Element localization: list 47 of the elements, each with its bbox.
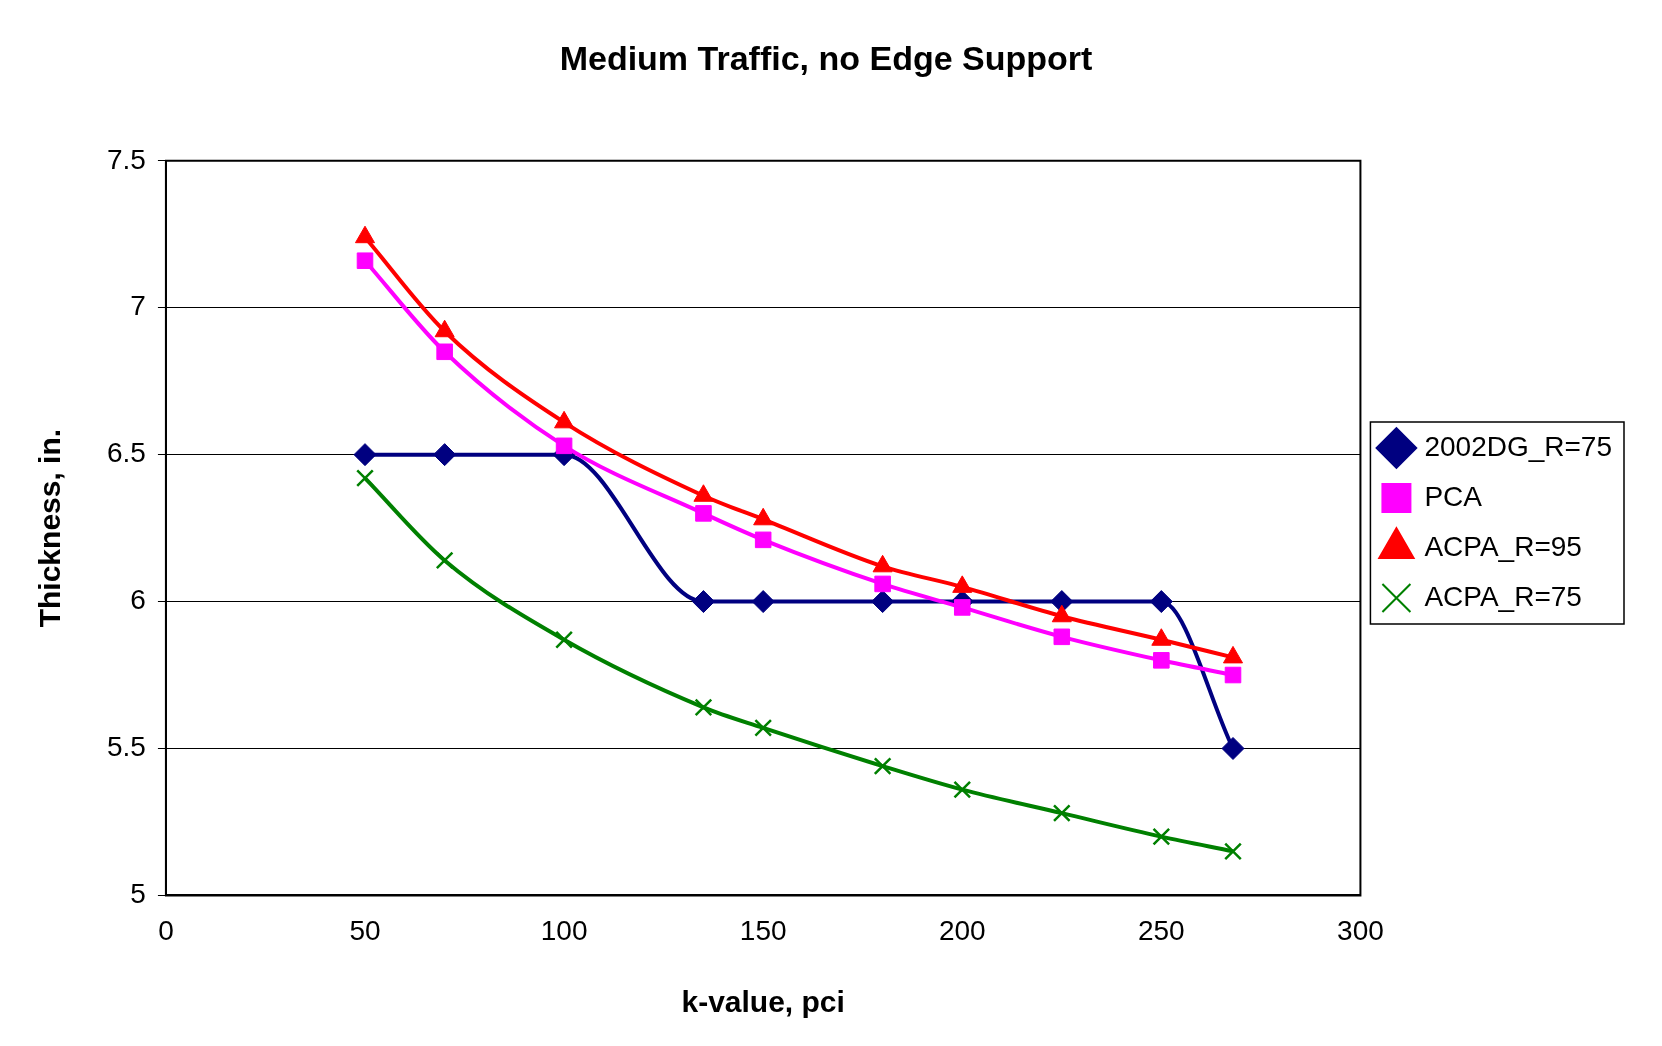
legend-label: 2002DG_R=75: [1424, 430, 1612, 462]
y-tick-label: 6.5: [106, 437, 146, 469]
point: [1053, 628, 1071, 646]
chart-title: Medium Traffic, no Edge Support: [559, 38, 1093, 77]
point: [1224, 666, 1242, 684]
x-tick-label: 300: [1337, 914, 1384, 946]
point: [691, 590, 715, 614]
point: [694, 698, 713, 717]
x-tick-label: 100: [540, 914, 588, 946]
point: [1153, 652, 1170, 669]
point: [555, 630, 574, 649]
point: [754, 718, 773, 737]
point: [1152, 827, 1171, 846]
y-tick-label: 5: [130, 878, 146, 910]
point: [871, 590, 895, 614]
y-axis-title: Thickness, in.: [33, 428, 67, 628]
point: [433, 443, 457, 467]
point: [356, 252, 374, 269]
point: [751, 590, 775, 614]
point: [436, 343, 453, 361]
point: [873, 757, 892, 776]
point: [1052, 804, 1071, 823]
point: [353, 443, 377, 467]
legend-label: ACPA_R=95: [1424, 530, 1582, 562]
x-axis-title: k-value, pci: [681, 985, 845, 1019]
point: [1149, 590, 1173, 614]
point: [695, 505, 712, 522]
point: [953, 780, 972, 799]
x-tick-label: 250: [1137, 914, 1185, 946]
point: [1223, 842, 1243, 861]
point: [754, 531, 772, 549]
legend-label: PCA: [1424, 480, 1483, 512]
y-tick-label: 7.5: [106, 143, 146, 175]
x-tick-label: 150: [739, 914, 787, 946]
point: [1221, 736, 1245, 760]
x-tick-label: 0: [158, 914, 174, 946]
point: [874, 575, 891, 593]
y-tick-label: 6: [130, 584, 146, 616]
point: [953, 599, 971, 616]
point: [555, 437, 573, 455]
point: [435, 551, 454, 570]
y-tick-label: 7: [130, 290, 146, 322]
legend-label: ACPA_R=75: [1424, 580, 1582, 612]
point: [355, 469, 375, 488]
x-tick-label: 50: [349, 914, 381, 946]
x-tick-label: 200: [938, 914, 986, 946]
y-tick-label: 5.5: [106, 731, 146, 763]
